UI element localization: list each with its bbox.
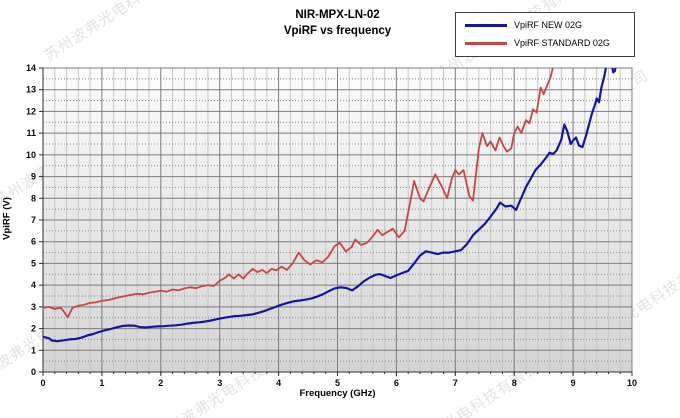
y-tick-label: 9 <box>31 172 36 182</box>
x-tick-label: 6 <box>394 378 399 388</box>
y-tick-label: 1 <box>31 345 36 355</box>
gridlines <box>43 68 632 372</box>
x-tick-label: 10 <box>627 378 637 388</box>
legend: VpiRF NEW 02G VpiRF STANDARD 02G <box>455 12 635 57</box>
x-tick-label: 4 <box>276 378 281 388</box>
series-line-new <box>43 68 617 343</box>
legend-label-standard: VpiRF STANDARD 02G <box>514 38 610 48</box>
x-tick-label: 2 <box>158 378 163 388</box>
series-line-standard <box>43 68 554 319</box>
x-tick-label: 1 <box>99 378 104 388</box>
y-tick-label: 7 <box>31 215 36 225</box>
y-tick-label: 13 <box>26 85 36 95</box>
y-tick-label: 10 <box>26 150 36 160</box>
y-tick-label: 0 <box>31 367 36 377</box>
x-tick-label: 7 <box>453 378 458 388</box>
x-tick-label: 5 <box>335 378 340 388</box>
y-tick-label: 6 <box>31 237 36 247</box>
y-tick-label: 8 <box>31 193 36 203</box>
chart-title: NIR-MPX-LN-02 <box>295 9 380 21</box>
y-axis-title: VpiRF (V) <box>1 197 13 240</box>
legend-item-new: VpiRF NEW 02G <box>465 20 625 30</box>
x-tick-label: 8 <box>512 378 517 388</box>
chart-title-block: NIR-MPX-LN-02 VpiRF vs frequency <box>43 8 632 39</box>
x-tick-label: 3 <box>217 378 222 388</box>
tick-marks <box>39 67 633 376</box>
x-tick-labels: 0 1 2 3 4 5 6 7 8 9 10 <box>40 378 637 388</box>
y-tick-label: 2 <box>31 324 36 334</box>
y-tick-label: 12 <box>26 106 36 116</box>
legend-swatch-standard <box>465 41 507 45</box>
x-tick-label: 9 <box>571 378 576 388</box>
y-tick-label: 3 <box>31 302 36 312</box>
y-tick-label: 4 <box>31 280 36 290</box>
y-tick-label: 11 <box>26 128 36 138</box>
x-tick-label: 0 <box>40 378 45 388</box>
legend-label-new: VpiRF NEW 02G <box>514 20 583 30</box>
chart-subtitle: VpiRF vs frequency <box>283 24 392 37</box>
y-tick-label: 5 <box>31 258 36 268</box>
legend-swatch-new <box>465 23 507 27</box>
x-axis-title: Frequency (GHz) <box>299 388 376 399</box>
y-tick-label: 14 <box>26 63 36 73</box>
legend-item-standard: VpiRF STANDARD 02G <box>465 38 625 48</box>
